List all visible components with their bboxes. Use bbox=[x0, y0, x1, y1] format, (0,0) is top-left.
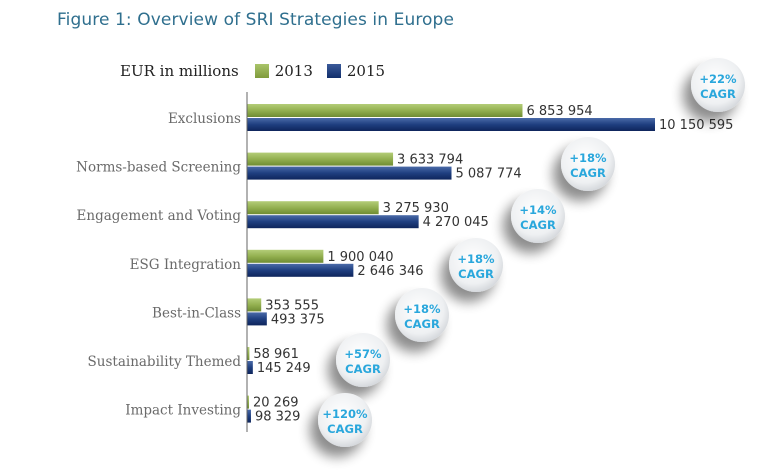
category-label: Exclusions bbox=[168, 111, 241, 127]
value-label-2015: 493 375 bbox=[271, 312, 325, 327]
value-label-2015: 145 249 bbox=[257, 361, 311, 376]
cagr-badge: +18%CAGR bbox=[395, 288, 449, 342]
cagr-badge: +14%CAGR bbox=[511, 189, 565, 243]
bar-2013 bbox=[247, 249, 324, 263]
bar-2015 bbox=[247, 118, 655, 131]
badge-circle bbox=[511, 189, 565, 243]
category-label: ESG Integration bbox=[130, 257, 242, 273]
badge-circle bbox=[691, 58, 745, 112]
badge-growth: +18% bbox=[569, 151, 607, 165]
category-label: Norms-based Screening bbox=[76, 160, 241, 176]
bar-2015 bbox=[247, 263, 354, 277]
badge-growth: +22% bbox=[699, 72, 737, 86]
cagr-badge: +18%CAGR bbox=[449, 238, 503, 292]
value-label-2015: 10 150 595 bbox=[659, 118, 733, 133]
badge-cagr: CAGR bbox=[327, 422, 363, 436]
legend-swatch-2015 bbox=[326, 64, 341, 78]
bar-2013 bbox=[247, 201, 379, 215]
badge-circle bbox=[318, 393, 372, 447]
category-label: Best-in-Class bbox=[152, 305, 241, 321]
value-label-2013: 1 900 040 bbox=[327, 250, 393, 265]
value-label-2015: 4 270 045 bbox=[423, 215, 489, 230]
bar-2015 bbox=[247, 312, 267, 326]
badge-growth: +57% bbox=[344, 347, 382, 361]
legend-swatch-2013 bbox=[254, 64, 269, 78]
bar-2013 bbox=[247, 104, 523, 117]
badge-growth: +120% bbox=[322, 407, 368, 421]
value-label-2013: 3 275 930 bbox=[383, 201, 449, 216]
value-label-2015: 98 329 bbox=[255, 410, 301, 425]
value-label-2015: 5 087 774 bbox=[456, 167, 522, 182]
badge-growth: +14% bbox=[519, 203, 557, 217]
badge-cagr: CAGR bbox=[404, 317, 440, 331]
badge-circle bbox=[449, 238, 503, 292]
badge-growth: +18% bbox=[457, 252, 495, 266]
value-label-2013: 58 961 bbox=[253, 347, 299, 362]
cagr-badge: +120%CAGR bbox=[318, 393, 372, 447]
bar-2015 bbox=[247, 361, 253, 374]
bar-2013 bbox=[247, 347, 250, 360]
bar-2015 bbox=[247, 215, 419, 229]
value-label-2013: 6 853 954 bbox=[526, 104, 592, 119]
cagr-badge: +22%CAGR bbox=[691, 58, 745, 112]
badge-cagr: CAGR bbox=[345, 362, 381, 376]
bar-2013 bbox=[247, 298, 262, 312]
legend-label-2015: 2015 bbox=[346, 62, 386, 80]
cagr-badge: +18%CAGR bbox=[561, 137, 615, 191]
bar-2015 bbox=[247, 166, 452, 180]
bar-2015 bbox=[247, 409, 251, 423]
badge-growth: +18% bbox=[403, 302, 441, 316]
bar-2013 bbox=[247, 152, 394, 166]
bar-2013 bbox=[247, 395, 249, 409]
badge-circle bbox=[395, 288, 449, 342]
value-label-2013: 20 269 bbox=[253, 396, 299, 411]
chart-title: Figure 1: Overview of SRI Strategies in … bbox=[57, 10, 455, 30]
badge-cagr: CAGR bbox=[520, 218, 556, 232]
category-label: Engagement and Voting bbox=[77, 208, 242, 224]
value-label-2015: 2 646 346 bbox=[357, 264, 423, 279]
badge-cagr: CAGR bbox=[570, 166, 606, 180]
category-label: Sustainability Themed bbox=[88, 354, 242, 370]
value-label-2013: 3 633 794 bbox=[397, 153, 463, 168]
badge-circle bbox=[561, 137, 615, 191]
cagr-badge: +57%CAGR bbox=[336, 333, 390, 387]
badge-circle bbox=[336, 333, 390, 387]
badge-cagr: CAGR bbox=[700, 87, 736, 101]
legend: EUR in millions 2013 2015 bbox=[120, 62, 385, 80]
legend-label-2013: 2013 bbox=[274, 62, 313, 80]
value-label-2013: 353 555 bbox=[265, 298, 319, 313]
category-label: Impact Investing bbox=[125, 403, 241, 419]
badge-cagr: CAGR bbox=[458, 267, 494, 281]
unit-label: EUR in millions bbox=[120, 62, 239, 80]
